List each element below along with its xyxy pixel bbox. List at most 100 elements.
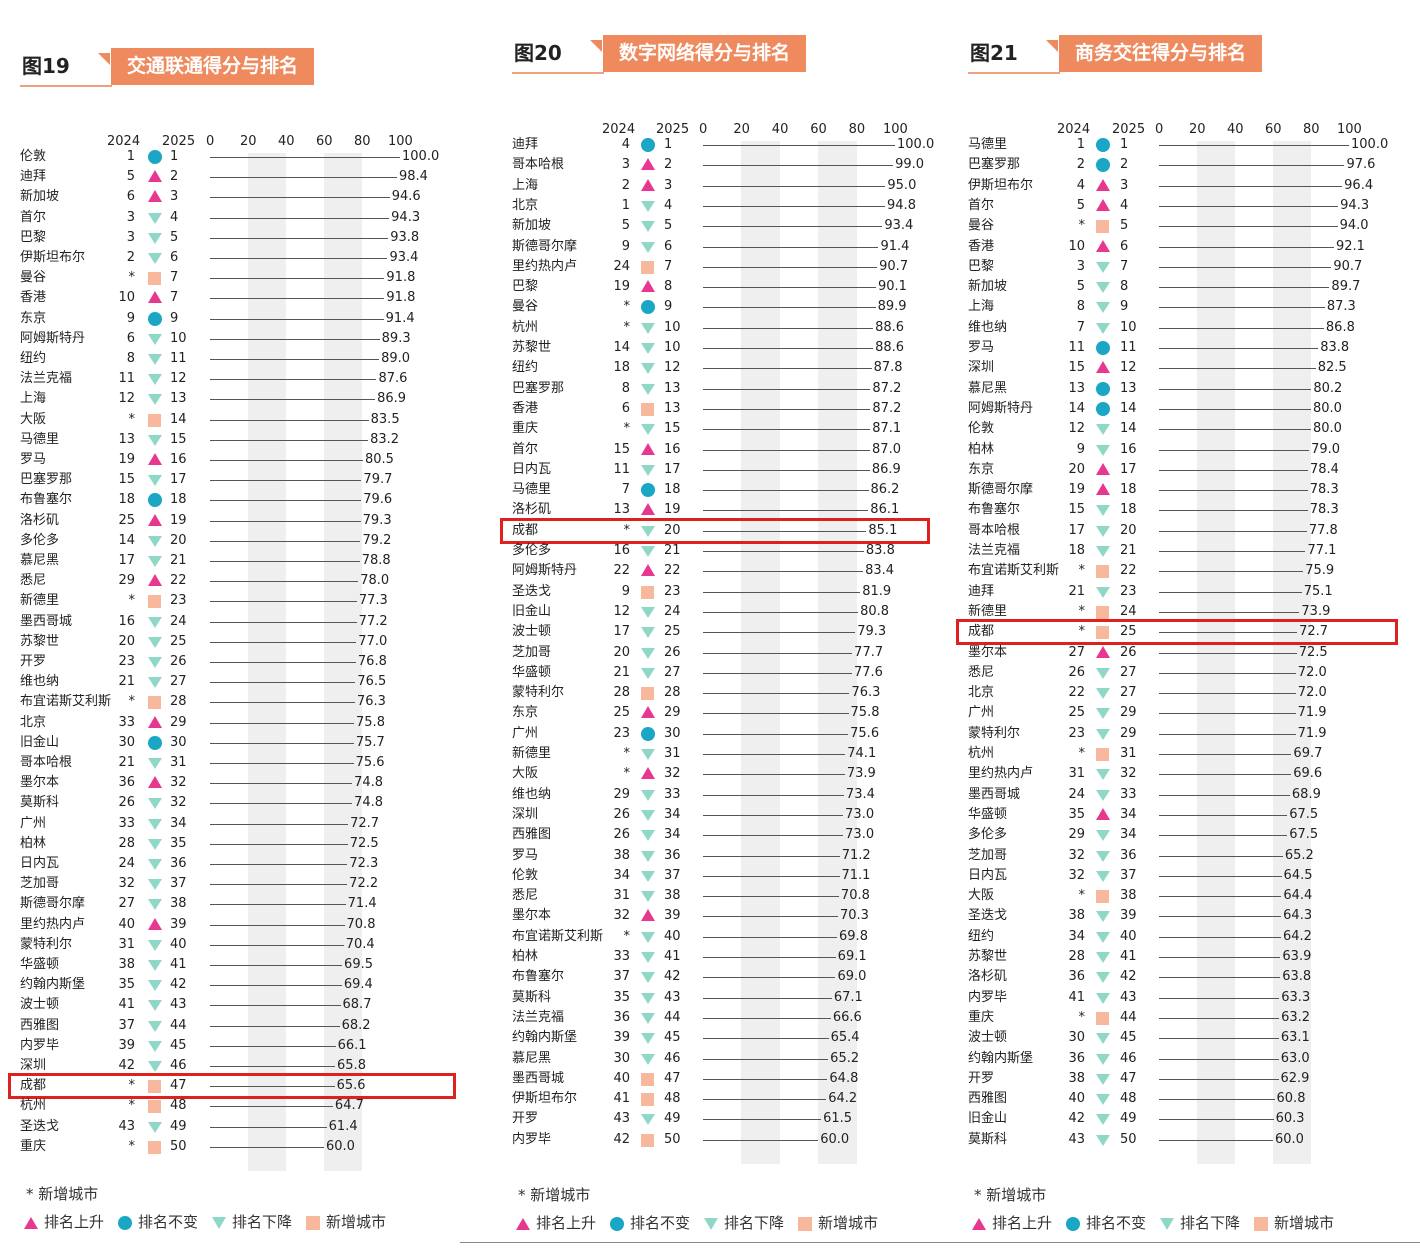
table-row: 布鲁塞尔 18 18 79.6 <box>20 490 470 510</box>
city-name: 阿姆斯特丹 <box>968 400 1034 416</box>
legend: 排名上升 排名不变 排名下降 新增城市 <box>24 1211 400 1231</box>
score-bar <box>1159 551 1306 552</box>
rank-2025: 27 <box>1120 685 1137 701</box>
rank-2025: 21 <box>170 553 187 568</box>
rank-2025: 29 <box>1120 705 1137 721</box>
axis-tick-label: 40 <box>771 122 789 137</box>
axis-tick-label: 80 <box>848 122 866 137</box>
new-city-icon <box>641 1072 654 1086</box>
rank-2024: 19 <box>118 452 135 467</box>
rank-up-icon <box>641 909 655 922</box>
rank-up-icon <box>516 1217 530 1230</box>
rank-2024: 7 <box>1076 319 1085 335</box>
rank-down-icon <box>148 354 162 365</box>
rank-down-icon <box>1096 1073 1110 1085</box>
rank-2025: 43 <box>664 989 681 1005</box>
table-row: 苏黎世 28 41 63.9 <box>968 947 1418 967</box>
table-row: 北京 33 29 75.8 <box>20 713 470 733</box>
rank-2025: 48 <box>1120 1091 1137 1107</box>
rank-2024: 15 <box>118 472 135 488</box>
axis-tick-label: 40 <box>278 134 295 149</box>
rank-down-icon <box>148 1000 162 1012</box>
rank-down-icon <box>641 870 655 882</box>
table-row: 斯德哥尔摩 9 6 91.4 <box>512 237 962 257</box>
score-value: 80.0 <box>1313 400 1342 416</box>
rank-2025: 47 <box>1120 1070 1137 1086</box>
city-name: 首尔 <box>968 197 995 213</box>
table-row: 西雅图 37 44 68.2 <box>20 1016 470 1036</box>
city-name: 苏黎世 <box>968 949 1008 964</box>
table-row: 罗马 11 11 83.8 <box>968 338 1418 358</box>
rank-2024: 3 <box>126 209 135 225</box>
city-name: 内罗毕 <box>512 1131 552 1147</box>
city-name: 墨尔本 <box>512 908 552 924</box>
score-bar <box>1159 510 1308 512</box>
rank-down-icon <box>704 1217 719 1230</box>
city-name: 首尔 <box>20 209 47 225</box>
rank-down-icon <box>641 667 655 679</box>
rank-2024: 31 <box>1068 766 1085 782</box>
city-name: 新德里 <box>968 603 1008 619</box>
city-name: 伊斯坦布尔 <box>512 1091 578 1107</box>
rank-same-icon <box>1096 138 1110 152</box>
score-bar <box>210 1146 324 1148</box>
score-value: 76.5 <box>357 674 387 690</box>
score-value: 77.6 <box>853 664 883 680</box>
rank-2024: 31 <box>613 888 630 904</box>
table-row: 哥本哈根 21 31 75.6 <box>20 753 470 773</box>
score-bar <box>210 884 348 886</box>
table-row: 多伦多 29 34 67.5 <box>968 825 1418 845</box>
city-name: 广州 <box>20 815 47 831</box>
rank-up-icon <box>148 453 162 465</box>
table-row: 伊斯坦布尔 41 48 64.2 <box>512 1089 962 1109</box>
rank-down-icon <box>641 546 655 557</box>
legend-item: 新增城市 <box>798 1212 878 1233</box>
table-row: 法兰克福 36 44 66.6 <box>512 1008 962 1028</box>
table-row: 日内瓦 24 36 72.3 <box>20 854 470 874</box>
score-bar <box>703 266 878 268</box>
rank-2025: 34 <box>170 815 187 831</box>
table-row: 布鲁塞尔 37 42 69.0 <box>512 967 962 987</box>
city-name: 柏林 <box>20 835 47 851</box>
rank-2025: 20 <box>664 522 681 538</box>
rank-up-icon <box>1096 178 1110 191</box>
city-name: 上海 <box>512 177 539 193</box>
score-value: 85.1 <box>868 522 898 538</box>
rank-2025: 7 <box>664 258 673 274</box>
city-name: 布宜诺斯艾利斯 <box>968 563 1060 579</box>
table-row: 多伦多 16 21 83.8 <box>512 541 962 561</box>
city-name: 西雅图 <box>20 1017 60 1033</box>
rank-down-icon <box>1096 688 1110 700</box>
table-row: 里约热内卢 40 39 70.8 <box>20 915 470 935</box>
table-row: 旧金山 12 24 80.8 <box>512 602 962 622</box>
legend-item: 排名下降 <box>1160 1212 1240 1233</box>
rank-2024: 43 <box>1068 1131 1085 1147</box>
legend-item: 新增城市 <box>306 1211 386 1232</box>
axis-tick-label: 0 <box>699 122 708 137</box>
rank-2025: 4 <box>170 209 179 225</box>
score-value: 70.8 <box>346 916 376 932</box>
city-name: 悉尼 <box>512 888 539 904</box>
score-value: 88.6 <box>875 340 905 355</box>
score-value: 63.9 <box>1282 949 1312 964</box>
rank-2025: 25 <box>1120 624 1137 640</box>
city-name: 日内瓦 <box>20 856 60 871</box>
new-city-icon <box>306 1215 321 1230</box>
rank-down-icon <box>148 232 162 244</box>
rank-up-icon <box>148 917 162 930</box>
rank-up-icon <box>24 1216 38 1229</box>
table-row: 内罗毕 42 50 60.0 <box>512 1130 962 1150</box>
table-row: 维也纳 29 33 73.4 <box>512 785 962 805</box>
footnote: * 新增城市 <box>974 1186 1047 1204</box>
rank-2024: * <box>623 766 631 782</box>
score-value: 69.4 <box>343 977 373 993</box>
city-name: 蒙特利尔 <box>20 936 73 952</box>
city-name: 开罗 <box>20 654 47 669</box>
rank-2024: 15 <box>1068 502 1085 518</box>
score-value: 87.3 <box>1326 299 1356 315</box>
rank-2024: 42 <box>1068 1111 1085 1127</box>
rank-2025: 48 <box>664 1091 681 1107</box>
rank-2025: 19 <box>664 502 681 518</box>
column-header-2025: 2025 <box>162 134 196 149</box>
rank-down-icon <box>1096 1094 1110 1106</box>
